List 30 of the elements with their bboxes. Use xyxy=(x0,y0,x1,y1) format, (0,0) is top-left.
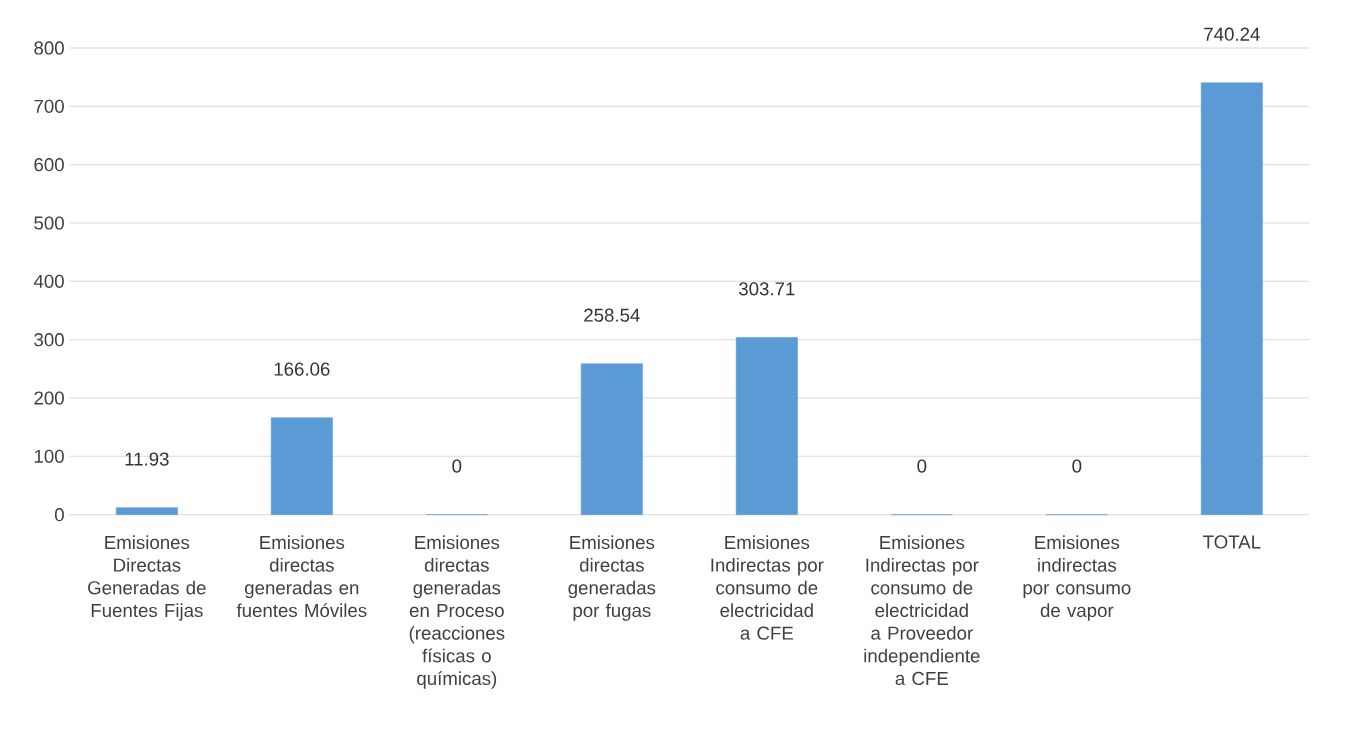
data-label: 0 xyxy=(1072,459,1082,473)
y-tick-label: 600 xyxy=(34,158,64,172)
bar xyxy=(580,363,643,515)
y-tick-label: 400 xyxy=(33,274,64,288)
bar xyxy=(1200,82,1263,515)
y-tick-label: 500 xyxy=(34,216,64,230)
data-label: 258.54 xyxy=(584,308,640,322)
data-label: 166.06 xyxy=(274,362,330,376)
bar xyxy=(270,417,333,515)
y-tick-label: 0 xyxy=(54,508,64,522)
data-label: 303.71 xyxy=(739,282,795,296)
x-tick-label: Emisiones directas generadas en Proceso (reacciones físicas o químicas) xyxy=(409,535,505,689)
y-tick-label: 800 xyxy=(34,41,64,55)
x-tick-label: Emisiones directas generadas por fugas xyxy=(568,535,656,621)
data-label: 740.24 xyxy=(1204,27,1260,41)
data-label: 0 xyxy=(452,459,462,473)
data-label: 11.93 xyxy=(125,452,169,466)
y-tick-label: 200 xyxy=(34,391,64,405)
x-tick-label: Emisiones indirectas por consumo de vapor xyxy=(1023,535,1131,621)
y-tick-label: 700 xyxy=(34,99,64,113)
x-tick-label: Emisiones directas generadas en fuentes Móviles xyxy=(236,535,367,618)
bar xyxy=(115,507,178,515)
y-tick-label: 100 xyxy=(34,449,64,463)
y-tick-label: 300 xyxy=(34,333,64,347)
x-tick-label: Emisiones Indirectas por consumo de electricidad a Proveedor independiente a CFE xyxy=(864,535,980,686)
x-tick-label: Emisiones Indirectas por consumo de electricidad a CFE xyxy=(711,535,824,640)
data-label: 0 xyxy=(917,459,927,473)
x-tick-label: TOTAL xyxy=(1203,535,1261,549)
bar xyxy=(735,337,798,515)
x-tick-label: Emisiones Directas Generadas de Fuentes Fijas xyxy=(88,535,206,621)
